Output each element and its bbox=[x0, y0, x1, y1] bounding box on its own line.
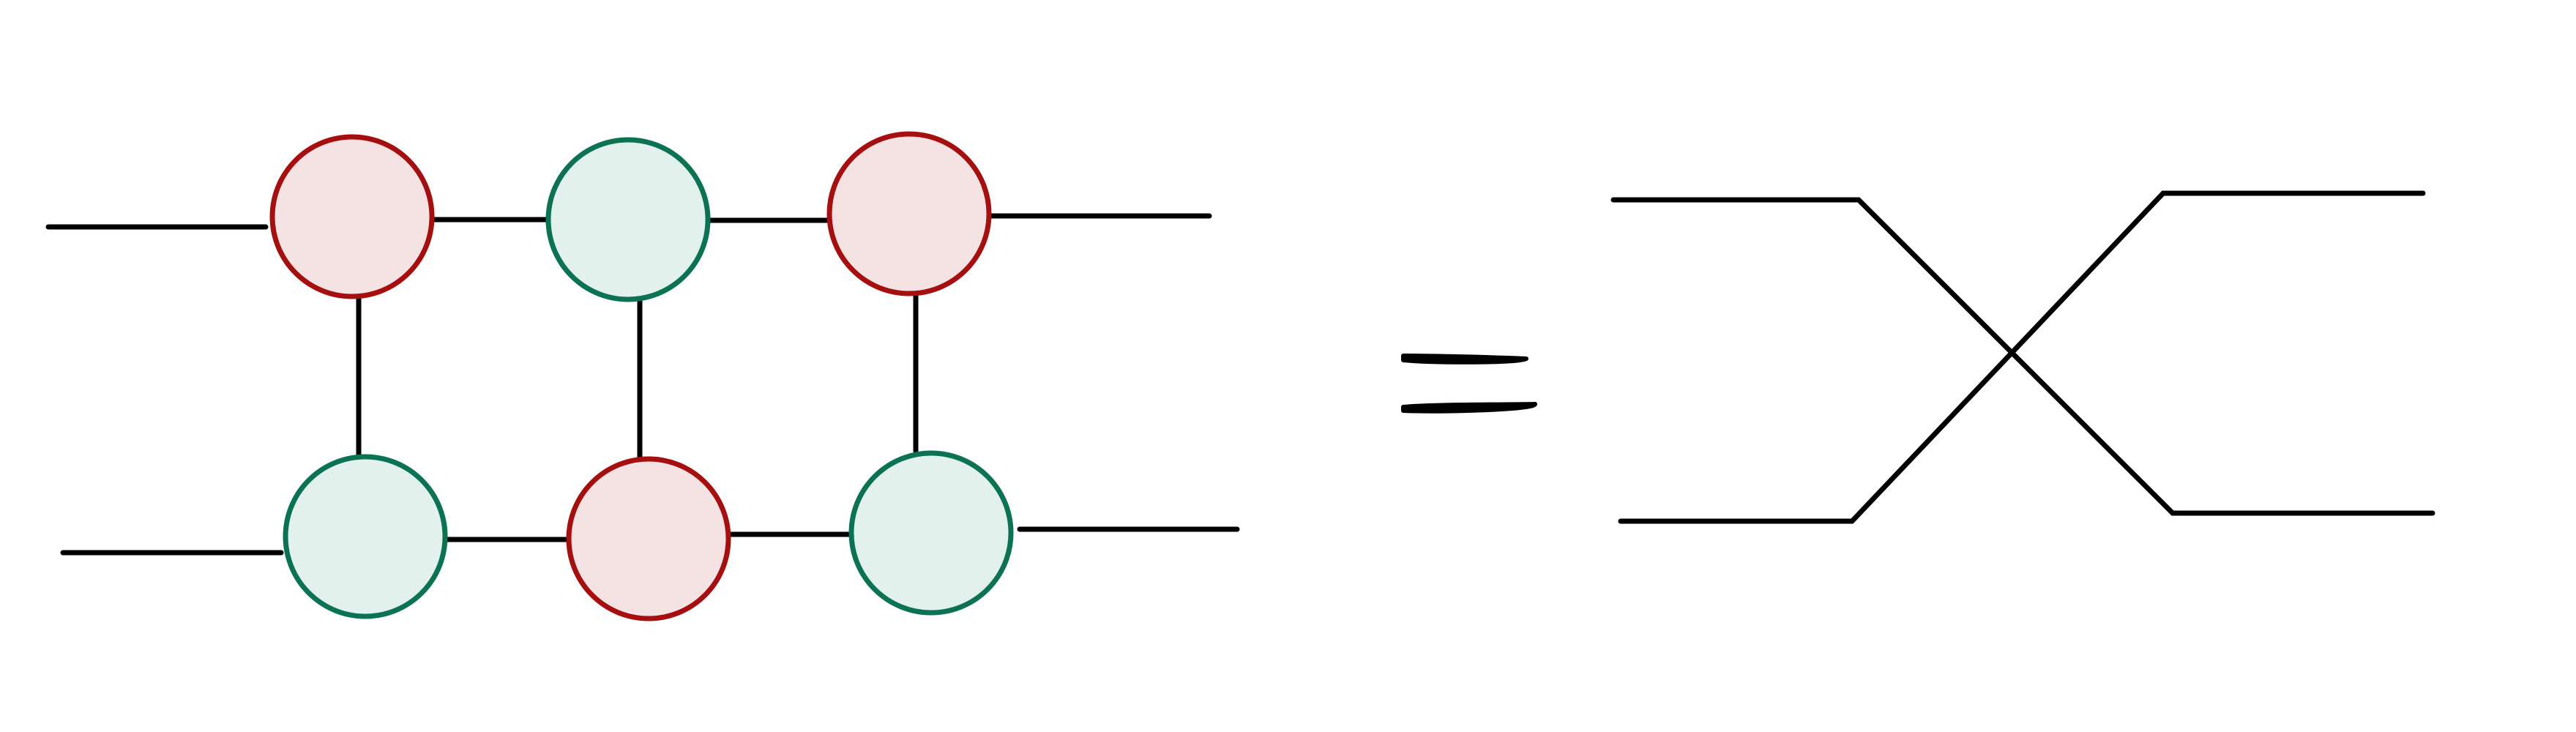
spider-red-top-1 bbox=[269, 134, 435, 299]
equals-bar-bottom bbox=[1401, 402, 1537, 414]
left-diagram bbox=[45, 131, 1240, 621]
spider-green-top-2 bbox=[545, 137, 711, 302]
spider-green-bottom-1 bbox=[283, 454, 448, 619]
spider-red-top-3 bbox=[826, 131, 992, 296]
spider-green-bottom-3 bbox=[848, 450, 1014, 616]
crossing-wire-top-left-to-bottom-right bbox=[1610, 197, 2435, 516]
spider-red-bottom-2 bbox=[566, 456, 731, 621]
equals-bar-top bbox=[1401, 354, 1528, 365]
right-diagram-crossing bbox=[1610, 190, 2435, 524]
crossing-wire-bottom-left-to-top-right bbox=[1618, 190, 2426, 524]
equals-sign bbox=[1401, 354, 1537, 414]
